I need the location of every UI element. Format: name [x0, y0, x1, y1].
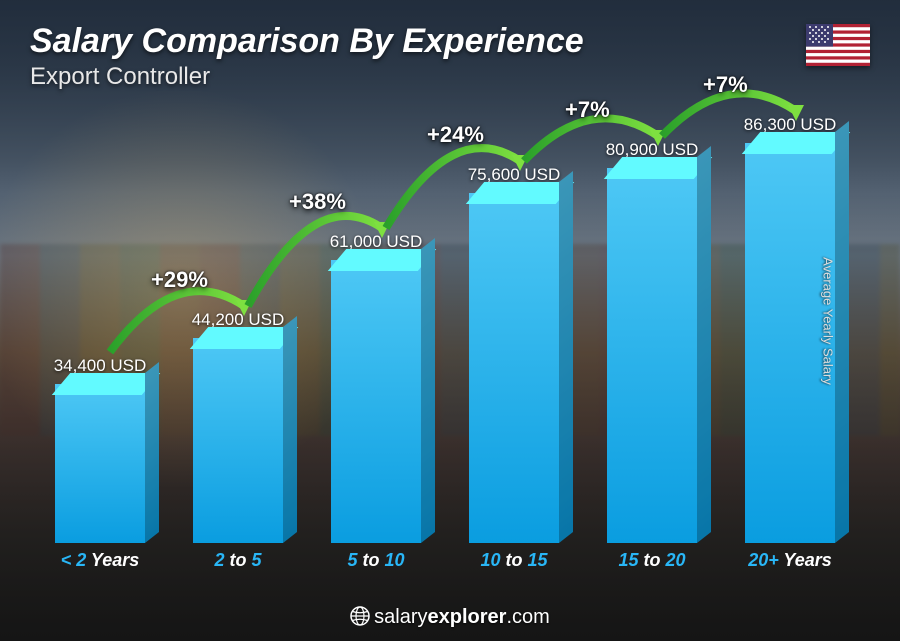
- bar-top-face: [604, 157, 712, 179]
- bar-top-face: [52, 373, 160, 395]
- footer: salaryexplorer.com: [0, 606, 900, 629]
- flag-icon: [806, 24, 870, 66]
- salary-chart: 34,400 USD44,200 USD61,000 USD75,600 USD…: [40, 91, 850, 571]
- x-axis-label: < 2 Years: [40, 550, 160, 571]
- chart-subtitle: Export Controller: [30, 63, 870, 91]
- bar-front-face: [55, 384, 145, 543]
- bar-side-face: [697, 146, 711, 543]
- bar-top-face: [190, 327, 298, 349]
- bar-column: 61,000 USD: [316, 232, 436, 543]
- x-axis-label: 5 to 10: [316, 550, 436, 571]
- chart-title: Salary Comparison By Experience: [30, 22, 870, 61]
- x-axis-label: 2 to 5: [178, 550, 298, 571]
- bar-front-face: [469, 193, 559, 543]
- x-axis-label: 15 to 20: [592, 550, 712, 571]
- bar-top-face: [742, 132, 850, 154]
- bar-group: 34,400 USD44,200 USD61,000 USD75,600 USD…: [40, 91, 850, 543]
- bar-top-face: [328, 249, 436, 271]
- bar-column: 34,400 USD: [40, 356, 160, 543]
- x-axis-label: 20+ Years: [730, 550, 850, 571]
- bar-column: 75,600 USD: [454, 165, 574, 543]
- bar-column: 44,200 USD: [178, 310, 298, 543]
- bar-side-face: [835, 121, 849, 543]
- header: Salary Comparison By Experience Export C…: [30, 22, 870, 91]
- bar-front-face: [193, 338, 283, 543]
- brand-label: salaryexplorer.com: [350, 606, 550, 628]
- globe-icon: [350, 606, 370, 626]
- bar-front-face: [331, 260, 421, 543]
- bar-side-face: [283, 316, 297, 543]
- bar-side-face: [145, 362, 159, 543]
- bar-side-face: [421, 238, 435, 543]
- x-axis-label: 10 to 15: [454, 550, 574, 571]
- y-axis-label: Average Yearly Salary: [821, 257, 836, 385]
- bar-front-face: [607, 168, 697, 543]
- bar-side-face: [559, 171, 573, 543]
- x-axis-labels: < 2 Years 2 to 5 5 to 10 10 to 15 15 to 20 20…: [40, 550, 850, 571]
- bar-top-face: [466, 182, 574, 204]
- bar-column: 80,900 USD: [592, 140, 712, 543]
